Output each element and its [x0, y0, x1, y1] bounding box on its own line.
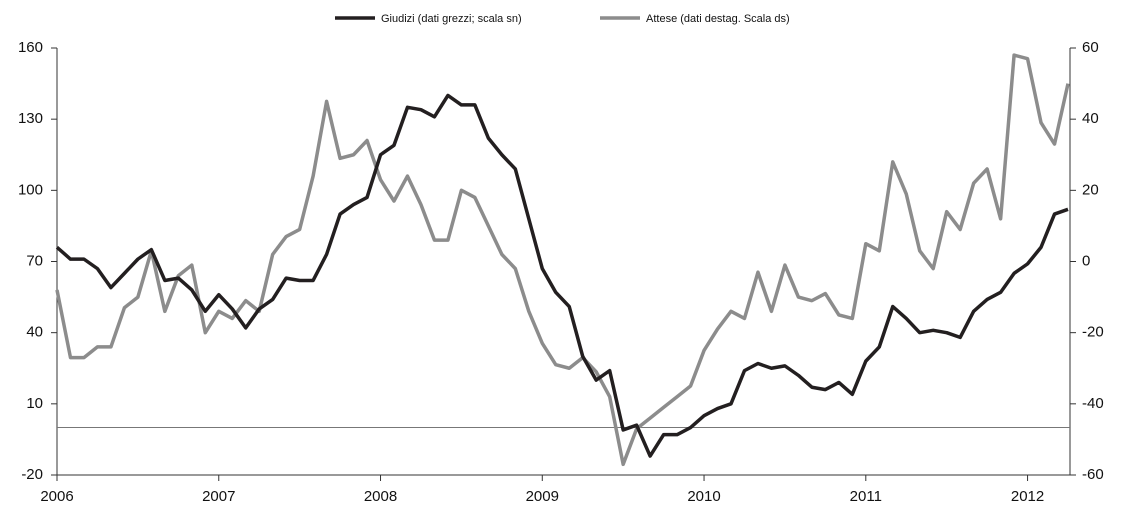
y2-tick-label: -60 [1082, 466, 1104, 483]
y2-tick-label: -40 [1082, 395, 1104, 412]
y-tick-label: 70 [26, 252, 43, 269]
legend-label: Giudizi (dati grezzi; scala sn) [381, 13, 522, 25]
series-line [55, 93, 1069, 458]
x-tick-label: 2012 [1011, 488, 1044, 505]
legend-label: Attese (dati destag. Scala ds) [646, 13, 790, 25]
x-tick-label: 2010 [687, 488, 720, 505]
x-tick-label: 2007 [202, 488, 235, 505]
y-tick-label: 100 [18, 181, 43, 198]
y2-tick-label: 60 [1082, 39, 1099, 56]
y-tick-label: 10 [26, 395, 43, 412]
y-tick-label: 40 [26, 324, 43, 341]
series-line [55, 53, 1070, 467]
x-tick-label: 2008 [364, 488, 397, 505]
y-tick-label: -20 [21, 466, 43, 483]
y-tick-label: 130 [18, 110, 43, 127]
y2-tick-label: 40 [1082, 110, 1099, 127]
x-tick-label: 2011 [850, 488, 882, 505]
x-tick-label: 2006 [40, 488, 73, 505]
x-tick-label: 2009 [526, 488, 559, 505]
y2-tick-label: -20 [1082, 324, 1104, 341]
y2-tick-label: 0 [1082, 252, 1090, 269]
y-tick-label: 160 [18, 39, 43, 56]
y2-tick-label: 20 [1082, 181, 1099, 198]
